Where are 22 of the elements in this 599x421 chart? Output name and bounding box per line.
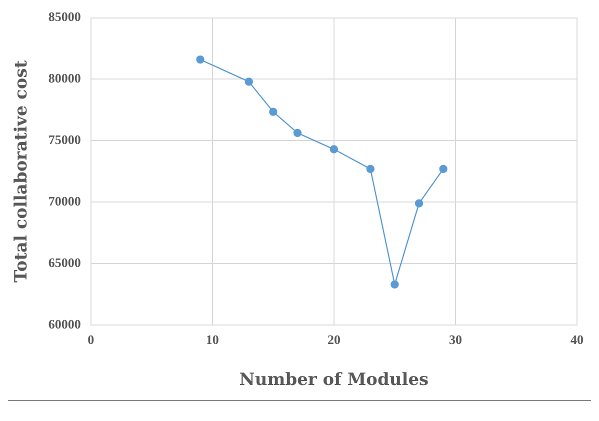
x-tick-label: 30 [448,332,462,348]
y-tick-label: 65000 [48,254,81,270]
point [439,164,448,174]
point [269,108,278,116]
x-tick-label: 20 [327,332,340,348]
y-tick-label: 60000 [48,316,81,332]
y-tick-label: 75000 [48,132,81,148]
y-axis-title: Total collaborative cost [12,60,32,282]
y-tick-label: 70000 [48,193,81,208]
x-tick-label: 0 [88,332,94,348]
point [366,164,375,174]
y-tick-label: 80000 [48,70,81,86]
x-axis-title: Number of Modules [239,370,429,390]
x-tick-label: 10 [206,332,219,348]
x-tick-label: 40 [570,332,584,348]
point [244,78,253,86]
point [293,128,302,138]
point [390,280,399,289]
point [196,55,204,64]
y-tick-label: 85000 [48,9,81,24]
point [414,199,424,208]
point [330,145,338,154]
